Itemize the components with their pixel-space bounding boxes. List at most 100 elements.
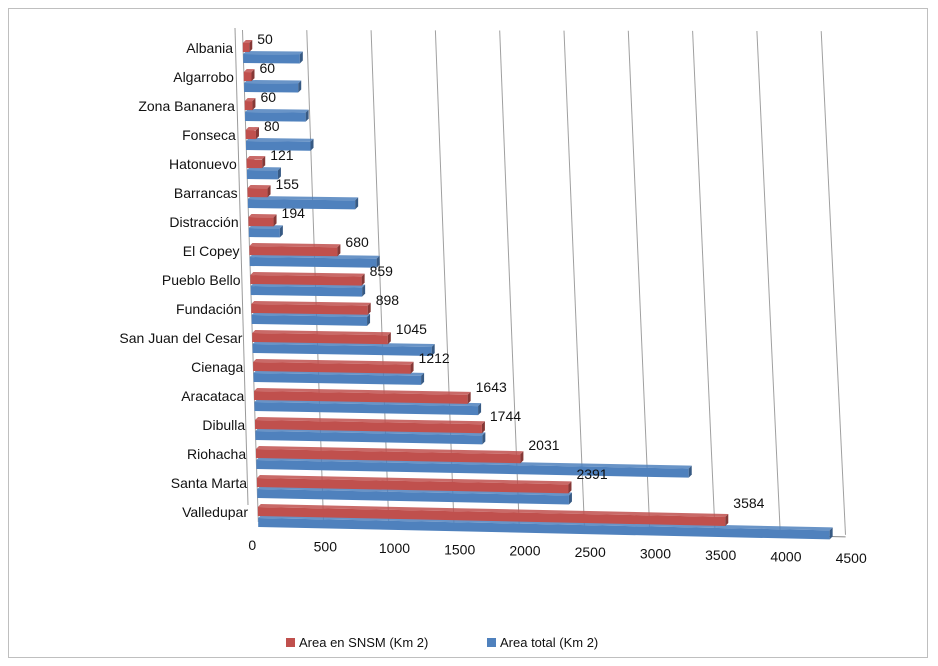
bar-total-9-end	[367, 313, 371, 326]
bar-snsm-7	[249, 243, 341, 257]
bar-total-3-front	[246, 141, 311, 151]
bar-total-3	[246, 138, 314, 151]
bar-snsm-16-front	[257, 507, 726, 526]
data-label-snsm: 2391	[576, 466, 607, 482]
bar-total-0-top	[243, 51, 303, 55]
data-label-snsm: 155	[276, 176, 300, 192]
bars	[242, 40, 833, 540]
bar-total-5-front	[247, 199, 356, 210]
bar-total-0-front	[243, 54, 300, 64]
category-label: Pueblo Bello	[162, 272, 241, 288]
bar-snsm-1	[243, 69, 255, 82]
bar-snsm-2-top	[244, 98, 256, 102]
bar-total-1-top	[244, 80, 302, 84]
bar-snsm-3	[245, 127, 259, 140]
data-label-snsm: 80	[264, 118, 280, 134]
bar-snsm-11-end	[410, 361, 414, 374]
data-label-snsm: 194	[282, 205, 306, 221]
bar-snsm-11-top	[253, 359, 414, 365]
bar-snsm-12-front	[254, 391, 468, 404]
bar-snsm-10-end	[387, 332, 391, 345]
bar-total-8-front	[250, 286, 363, 297]
bar-snsm-9-top	[251, 301, 371, 306]
bar-snsm-13	[255, 417, 485, 434]
data-label-snsm: 1212	[419, 350, 450, 366]
bar-snsm-5	[247, 185, 271, 198]
bar-snsm-1-end	[251, 69, 255, 82]
bar-snsm-11	[253, 359, 414, 374]
bar-total-0	[243, 51, 303, 64]
bar-snsm-10-top	[252, 330, 391, 336]
gridline	[563, 30, 586, 530]
bar-total-5-top	[247, 196, 359, 201]
bar-total-0-end	[299, 51, 303, 64]
gridline	[820, 31, 846, 535]
bar-snsm-6-top	[248, 214, 277, 218]
bar-snsm-6	[248, 214, 277, 227]
bar-snsm-5-front	[247, 188, 268, 198]
bar-snsm-3-top	[245, 127, 259, 131]
bar-total-2-top	[245, 109, 309, 113]
data-label-snsm: 60	[260, 60, 276, 76]
legend-swatch-total	[487, 638, 496, 647]
bar-total-7	[249, 254, 380, 268]
bar-snsm-14-top	[255, 446, 524, 455]
bar-snsm-12	[254, 388, 471, 404]
bar-snsm-4-top	[246, 156, 266, 160]
category-label: Aracataca	[181, 388, 244, 404]
bar-snsm-0-top	[242, 40, 253, 44]
x-tick-label: 1000	[379, 540, 410, 556]
category-label: Zona Bananera	[138, 98, 235, 114]
bar-total-1-end	[298, 80, 302, 93]
bar-total-10-front	[252, 344, 432, 356]
bar-snsm-10	[252, 330, 391, 345]
category-labels: Albania Algarrobo Zona Bananera Fonseca Hato…	[119, 40, 248, 520]
x-tick-label: 2000	[509, 543, 540, 559]
bar-snsm-2	[244, 98, 256, 111]
bar-snsm-4-front	[246, 159, 263, 169]
bar-total-3-top	[246, 138, 314, 142]
bar-snsm-11-front	[253, 362, 411, 374]
x-tick-label: 3500	[705, 547, 736, 563]
bar-total-14-front	[256, 460, 689, 478]
bar-snsm-7-end	[337, 244, 341, 257]
bar-total-15-front	[257, 489, 569, 505]
category-label: Barrancas	[174, 185, 238, 201]
bar-snsm-5-end	[267, 185, 271, 198]
bar-snsm-5-top	[247, 185, 271, 189]
category-label: Fonseca	[182, 127, 236, 143]
bar-snsm-9-front	[251, 304, 368, 315]
bar-snsm-14-end	[520, 451, 524, 464]
bar-total-12-end	[478, 403, 482, 416]
x-tick-label: 3000	[640, 546, 671, 562]
chart-frame	[8, 8, 928, 658]
bar-total-16-end	[829, 527, 833, 540]
bar-snsm-12-end	[467, 391, 471, 404]
bar-snsm-8-front	[250, 275, 362, 286]
bar-snsm-13-top	[255, 417, 485, 425]
bar-snsm-12-top	[254, 388, 471, 395]
bar-snsm-7-front	[249, 246, 338, 257]
bar-snsm-15	[256, 475, 572, 494]
bar-total-7-front	[249, 257, 377, 268]
bar-snsm-14	[255, 446, 524, 464]
bar-snsm-0-end	[249, 40, 253, 53]
bar-total-5	[247, 196, 359, 210]
bar-total-9-front	[251, 315, 368, 326]
bar-snsm-3-end	[255, 127, 259, 140]
bar-snsm-10-front	[252, 333, 388, 345]
bar-snsm-13-end	[481, 421, 485, 434]
data-label-snsm: 898	[376, 292, 400, 308]
bar-snsm-4	[246, 156, 266, 169]
bar-snsm-8	[250, 272, 365, 286]
data-label-snsm: 60	[260, 89, 276, 105]
bar-snsm-7-top	[249, 243, 341, 248]
bar-snsm-14-front	[255, 449, 521, 464]
bar-total-2-front	[245, 112, 306, 122]
data-label-snsm: 2031	[528, 437, 559, 453]
bar-snsm-16-top	[257, 504, 729, 517]
category-label: Distracción	[169, 214, 238, 230]
category-label: San Juan del Cesar	[119, 330, 242, 346]
